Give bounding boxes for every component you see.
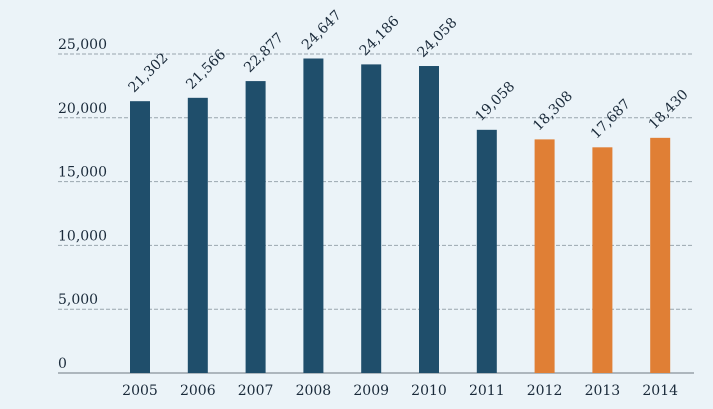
x-tick-label: 2008	[296, 383, 332, 399]
y-axis-ticks: 0 5,000 10,000 15,000 20,000 25,000	[58, 37, 107, 372]
y-tick-label: 5,000	[58, 292, 98, 308]
x-tick-label: 2005	[122, 383, 158, 399]
data-label-2008: 24,647	[299, 7, 345, 53]
x-axis-ticks: 2005 2006 2007 2008 2009 2010 2011 2012 2013 2014	[122, 383, 678, 399]
data-label-2005: 21,302	[126, 50, 172, 96]
bar-2005	[130, 101, 150, 374]
bar-2007	[245, 81, 266, 373]
x-tick-label: 2013	[585, 383, 621, 399]
data-label-2013: 17,687	[588, 96, 634, 142]
bar-2013	[592, 147, 613, 373]
x-tick-label: 2012	[527, 383, 563, 399]
x-tick-label: 2014	[642, 383, 678, 399]
x-tick-label: 2010	[411, 383, 447, 399]
data-label-2014: 18,430	[646, 87, 692, 133]
bar-2008	[303, 58, 324, 374]
bar-2010	[419, 66, 439, 373]
bar-2009	[361, 64, 382, 373]
data-label-2009: 24,186	[357, 13, 403, 59]
y-tick-label: 0	[58, 356, 67, 372]
bar-2011	[476, 129, 497, 373]
data-label-2012: 18,308	[530, 88, 576, 134]
data-labels: 21,302 21,566 22,877 24,647 24,186 24,05819,0…	[126, 7, 692, 142]
bar-2014	[650, 137, 671, 373]
data-label-2007: 22,877	[241, 30, 287, 76]
y-tick-label: 15,000	[58, 165, 107, 181]
bar-2012	[534, 139, 555, 373]
y-tick-label: 25,000	[58, 37, 107, 53]
y-tick-label: 20,000	[58, 101, 107, 117]
x-tick-label: 2006	[180, 383, 216, 399]
bar-2006	[187, 97, 208, 373]
bars	[130, 58, 671, 374]
y-tick-label: 10,000	[58, 228, 107, 244]
x-tick-label: 2007	[238, 383, 274, 399]
x-tick-label: 2011	[469, 383, 505, 399]
x-tick-label: 2009	[353, 383, 389, 399]
